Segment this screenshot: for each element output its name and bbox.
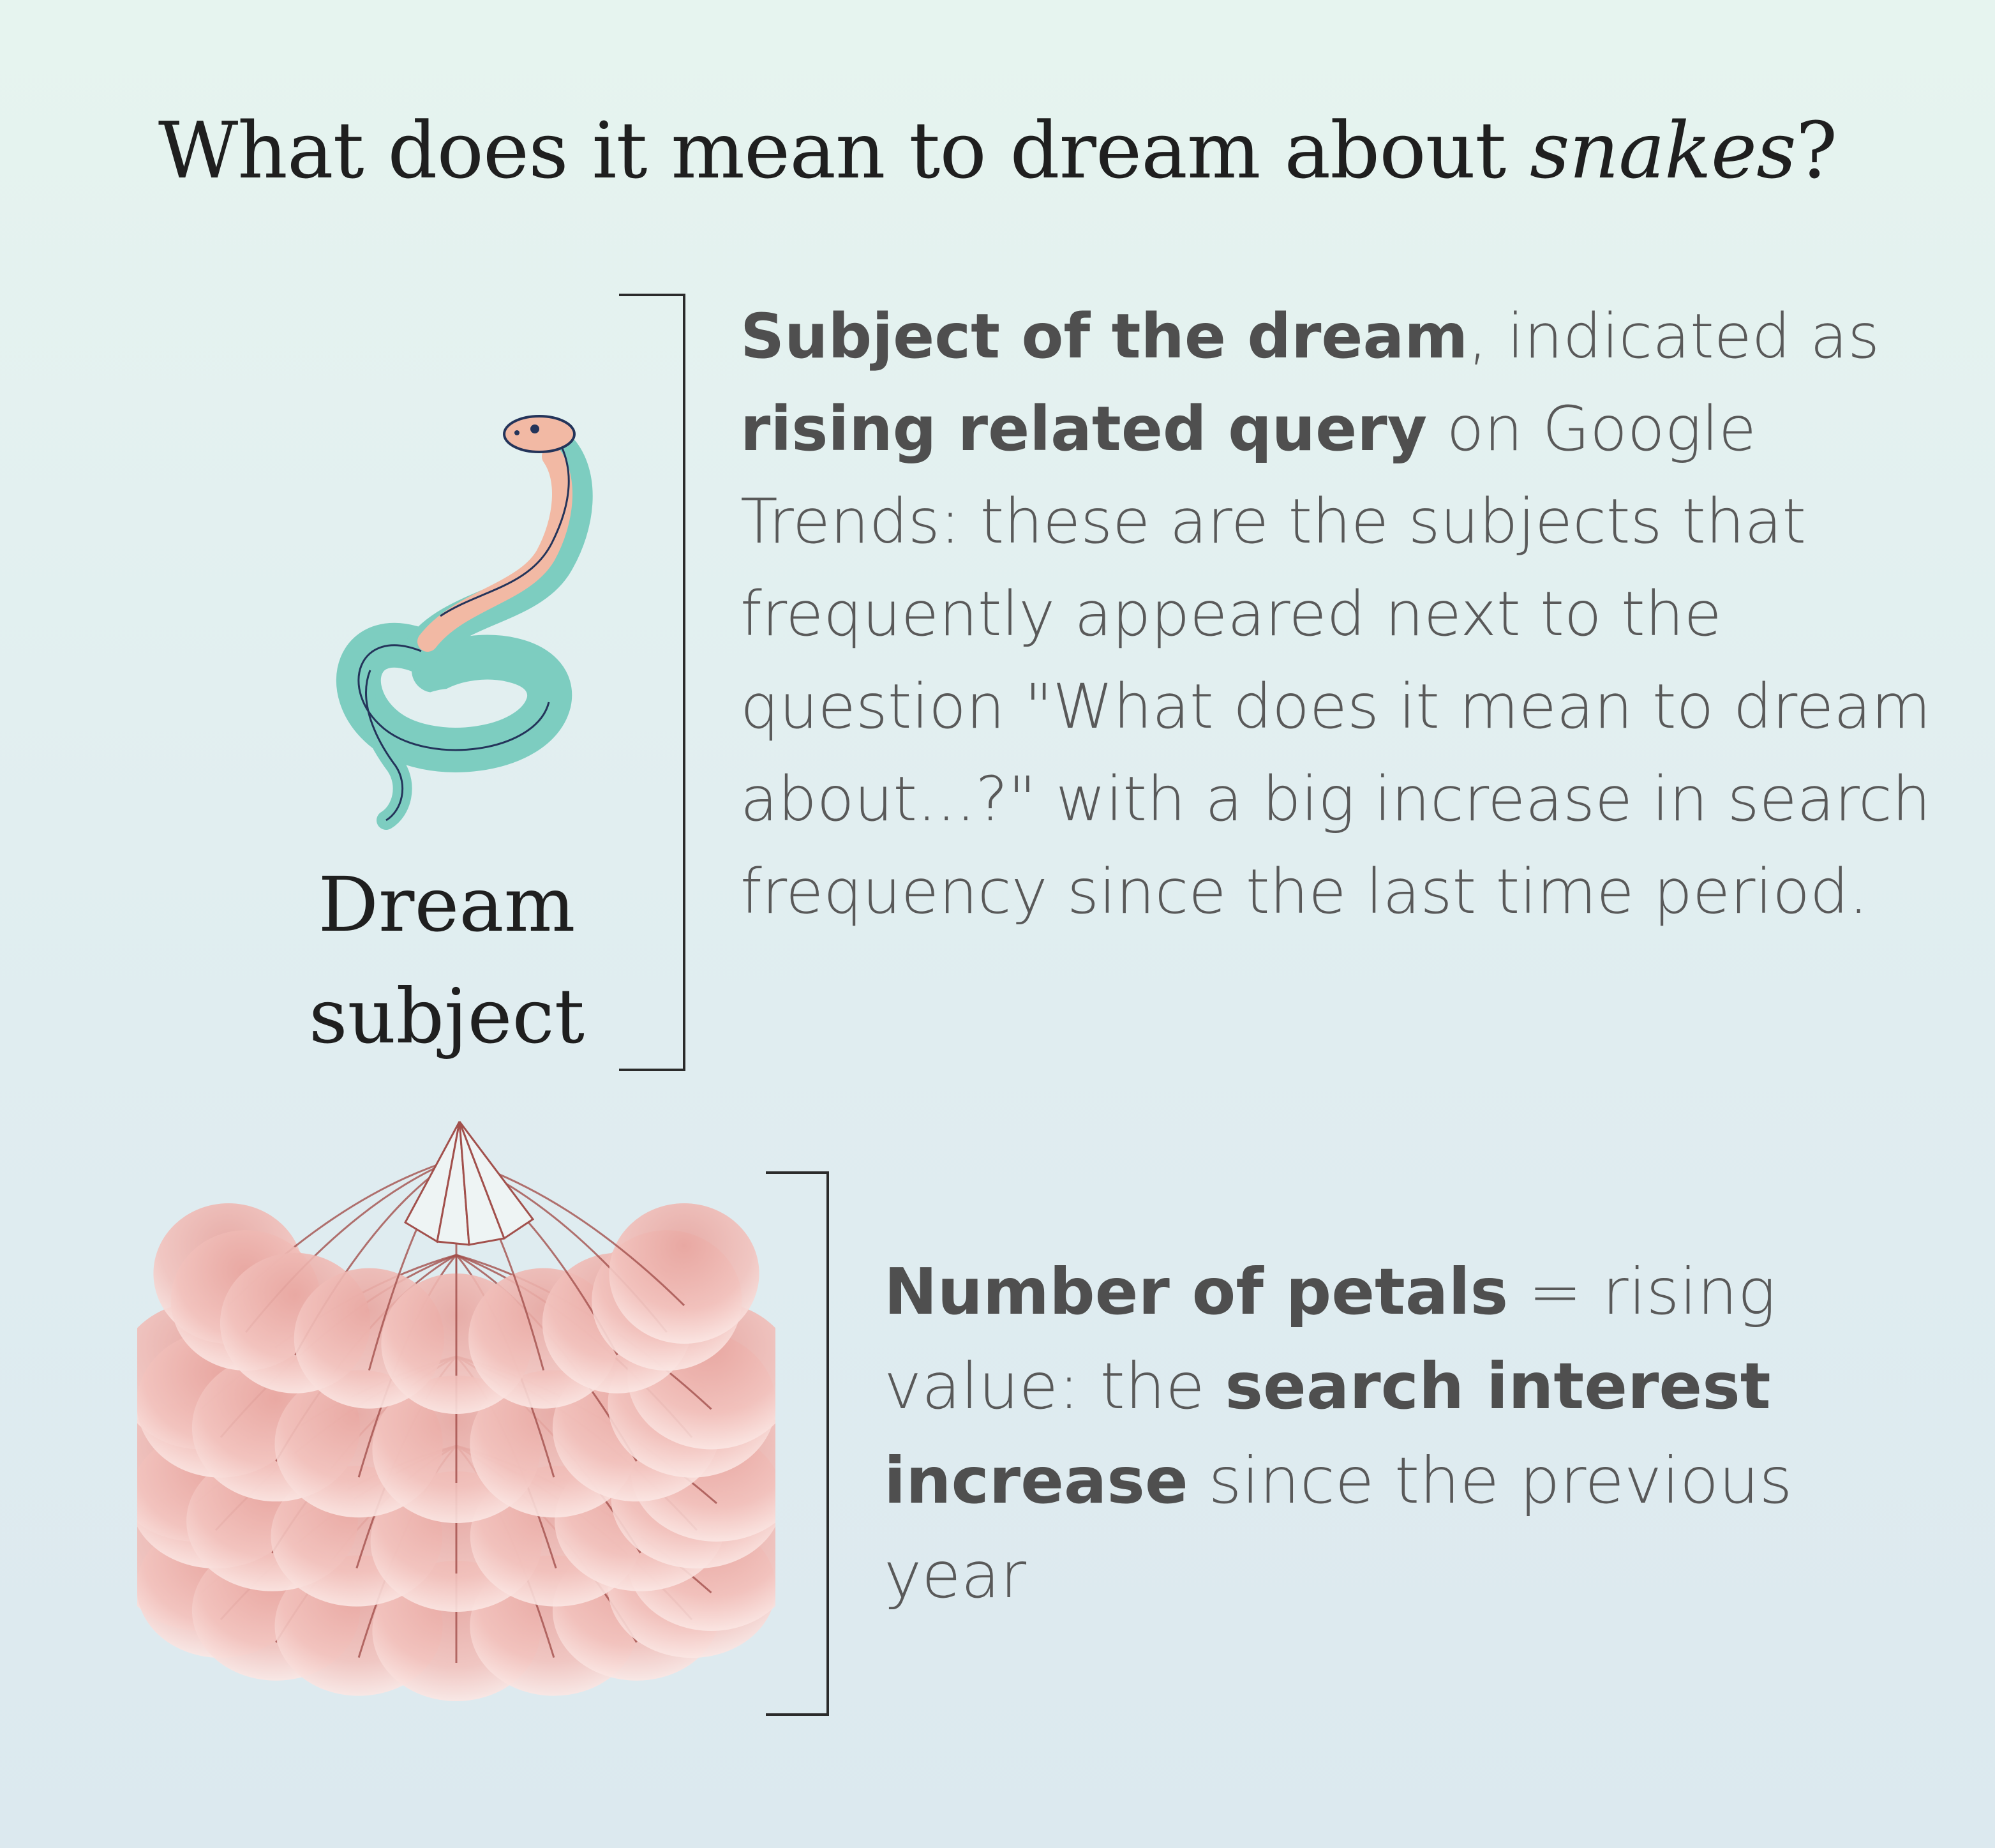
dream-subject-label: Dream subject <box>281 849 613 1072</box>
dream-subject-label-line2: subject <box>308 972 585 1060</box>
petal-layer <box>153 1157 759 1414</box>
page-title: What does it mean to dream about snakes? <box>0 105 1995 196</box>
petals-bracket <box>766 1171 829 1716</box>
subject-description-bold1: Subject of the dream <box>740 301 1468 372</box>
petals-description-text1: = rising value: the <box>884 1254 1776 1424</box>
title-suffix: ? <box>1795 105 1837 196</box>
dream-subject-label-line1: Dream <box>318 860 576 949</box>
title-emphasis: snakes <box>1530 105 1797 196</box>
subject-description: Subject of the dream, indicated as risin… <box>740 290 1953 938</box>
snake-icon <box>336 415 593 830</box>
subject-description-text2: on Google Trends: these are the subjects… <box>740 393 1931 928</box>
petals-description-bold2: search interest increase <box>884 1349 1771 1518</box>
subject-description-text1: , indicated as <box>1468 301 1880 372</box>
subject-description-bold2: rising related query <box>740 393 1428 465</box>
subject-bracket <box>619 294 685 1071</box>
petals-description-bold1: Number of petals <box>884 1254 1509 1329</box>
petals-description-text2: since the previous year <box>884 1443 1793 1612</box>
title-prefix: What does it mean to dream about <box>158 105 1530 196</box>
petals-description: Number of petals = rising value: the sea… <box>884 1245 1905 1623</box>
lotus-petals-icon <box>137 1121 775 1701</box>
petal-layer <box>137 1254 775 1523</box>
